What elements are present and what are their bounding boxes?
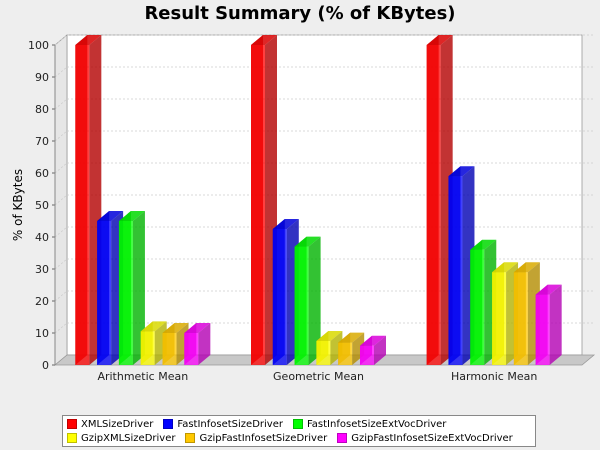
legend-label: GzipXMLSizeDriver (81, 432, 176, 444)
y-axis-title: % of KBytes (11, 169, 25, 241)
x-axis-ticks: Arithmetic Mean Geometric Mean Harmonic Me… (97, 370, 537, 383)
gridline-side (54, 130, 68, 142)
gridline-side (54, 66, 68, 78)
legend-label: XMLSizeDriver (81, 418, 154, 430)
legend-item: FastInfosetSizeExtVocDriver (292, 417, 447, 431)
legend-swatch (337, 433, 348, 443)
legend-label: GzipFastInfosetSizeDriver (199, 432, 328, 444)
y-tick-label: 100 (28, 39, 49, 52)
y-tick-label: 40 (35, 231, 49, 244)
bar-top (316, 331, 343, 341)
bar-top (140, 321, 167, 332)
bar-front (316, 341, 331, 365)
legend-swatch (185, 433, 196, 443)
bar-top (492, 262, 519, 273)
bar-front (492, 272, 507, 365)
bar (294, 236, 321, 365)
chart-title: Result Summary (% of KBytes) (144, 3, 456, 24)
bar-front (426, 45, 441, 365)
legend-item: GzipFastInfosetSizeExtVocDriver (337, 431, 513, 445)
gridline-side (54, 162, 68, 174)
y-tick-label: 50 (35, 199, 49, 212)
plot-side-wall (54, 34, 68, 366)
bar-right (308, 236, 321, 365)
bar-top (75, 35, 102, 45)
gridline-side (54, 290, 68, 302)
bar-front (272, 229, 287, 365)
bar-top (251, 35, 277, 45)
bar-front (470, 249, 485, 365)
bar-top (294, 236, 321, 247)
bar (448, 166, 475, 365)
bar-front (251, 45, 265, 365)
bar-top (97, 211, 124, 221)
y-tick-label: 60 (35, 167, 49, 180)
bar-right (374, 335, 386, 365)
legend-swatch (67, 419, 77, 429)
bar-right (549, 284, 562, 365)
x-tick-label: Geometric Mean (273, 370, 364, 383)
bars (75, 35, 562, 365)
bar-front (513, 272, 528, 365)
y-axis-ticks: 0 10 20 30 40 50 60 70 80 90 100 (28, 39, 56, 372)
bar-top (118, 211, 145, 221)
y-tick-label: 20 (35, 295, 49, 308)
legend-item: GzipXMLSizeDriver (67, 431, 175, 445)
legend-swatch (163, 419, 174, 429)
bar-front (97, 221, 112, 365)
y-tick-label: 0 (42, 359, 49, 372)
bar-front (535, 294, 550, 365)
legend-item: GzipFastInfosetSizeDriver (185, 431, 327, 445)
gridline-side (54, 34, 68, 46)
bar-top (184, 323, 211, 333)
y-tick-label: 80 (35, 103, 49, 116)
gridline-side (54, 194, 68, 206)
bar-top (470, 239, 497, 250)
bar-front (162, 333, 177, 365)
x-tick-label: Harmonic Mean (451, 370, 537, 383)
bar-front (118, 221, 133, 365)
bar-top (513, 262, 540, 273)
gridline-side (54, 322, 68, 334)
bar (184, 323, 211, 365)
legend-label: GzipFastInfosetSizeExtVocDriver (351, 432, 513, 444)
bar-top (535, 284, 562, 295)
bar-top (162, 323, 189, 333)
legend-label: FastInfosetSizeExtVocDriver (306, 418, 447, 430)
bar-front (140, 331, 155, 365)
gridline-side (54, 226, 68, 238)
bar (118, 211, 145, 365)
bar-front (338, 342, 353, 365)
bar-front (360, 345, 374, 365)
gridline-side (54, 258, 68, 270)
x-tick-label: Arithmetic Mean (97, 370, 188, 383)
legend-item: FastInfosetSizeDriver (163, 417, 283, 431)
legend-label: FastInfosetSizeDriver (177, 418, 283, 430)
bar-front (448, 176, 463, 365)
legend-item: XMLSizeDriver (67, 417, 153, 431)
bar (360, 335, 386, 365)
bar (535, 284, 562, 365)
bar-front (75, 45, 90, 365)
legend-swatch (292, 419, 303, 429)
bar-top (426, 35, 453, 45)
bar-top (272, 219, 299, 229)
bar-right (132, 211, 145, 365)
legend-swatch (67, 433, 77, 443)
y-tick-label: 10 (35, 327, 49, 340)
y-tick-label: 70 (35, 135, 49, 148)
y-tick-label: 30 (35, 263, 49, 276)
bar-front (294, 246, 309, 365)
gridline-side (54, 98, 68, 110)
bar-front (184, 333, 199, 365)
bar-top (360, 335, 386, 346)
bar (426, 35, 453, 365)
legend: XMLSizeDriver FastInfosetSizeDriver FastIn… (62, 415, 536, 447)
gridlines (54, 34, 594, 334)
bar-top (338, 332, 365, 343)
bar-right (198, 323, 211, 365)
y-tick-label: 90 (35, 71, 49, 84)
bar-top (448, 166, 475, 177)
